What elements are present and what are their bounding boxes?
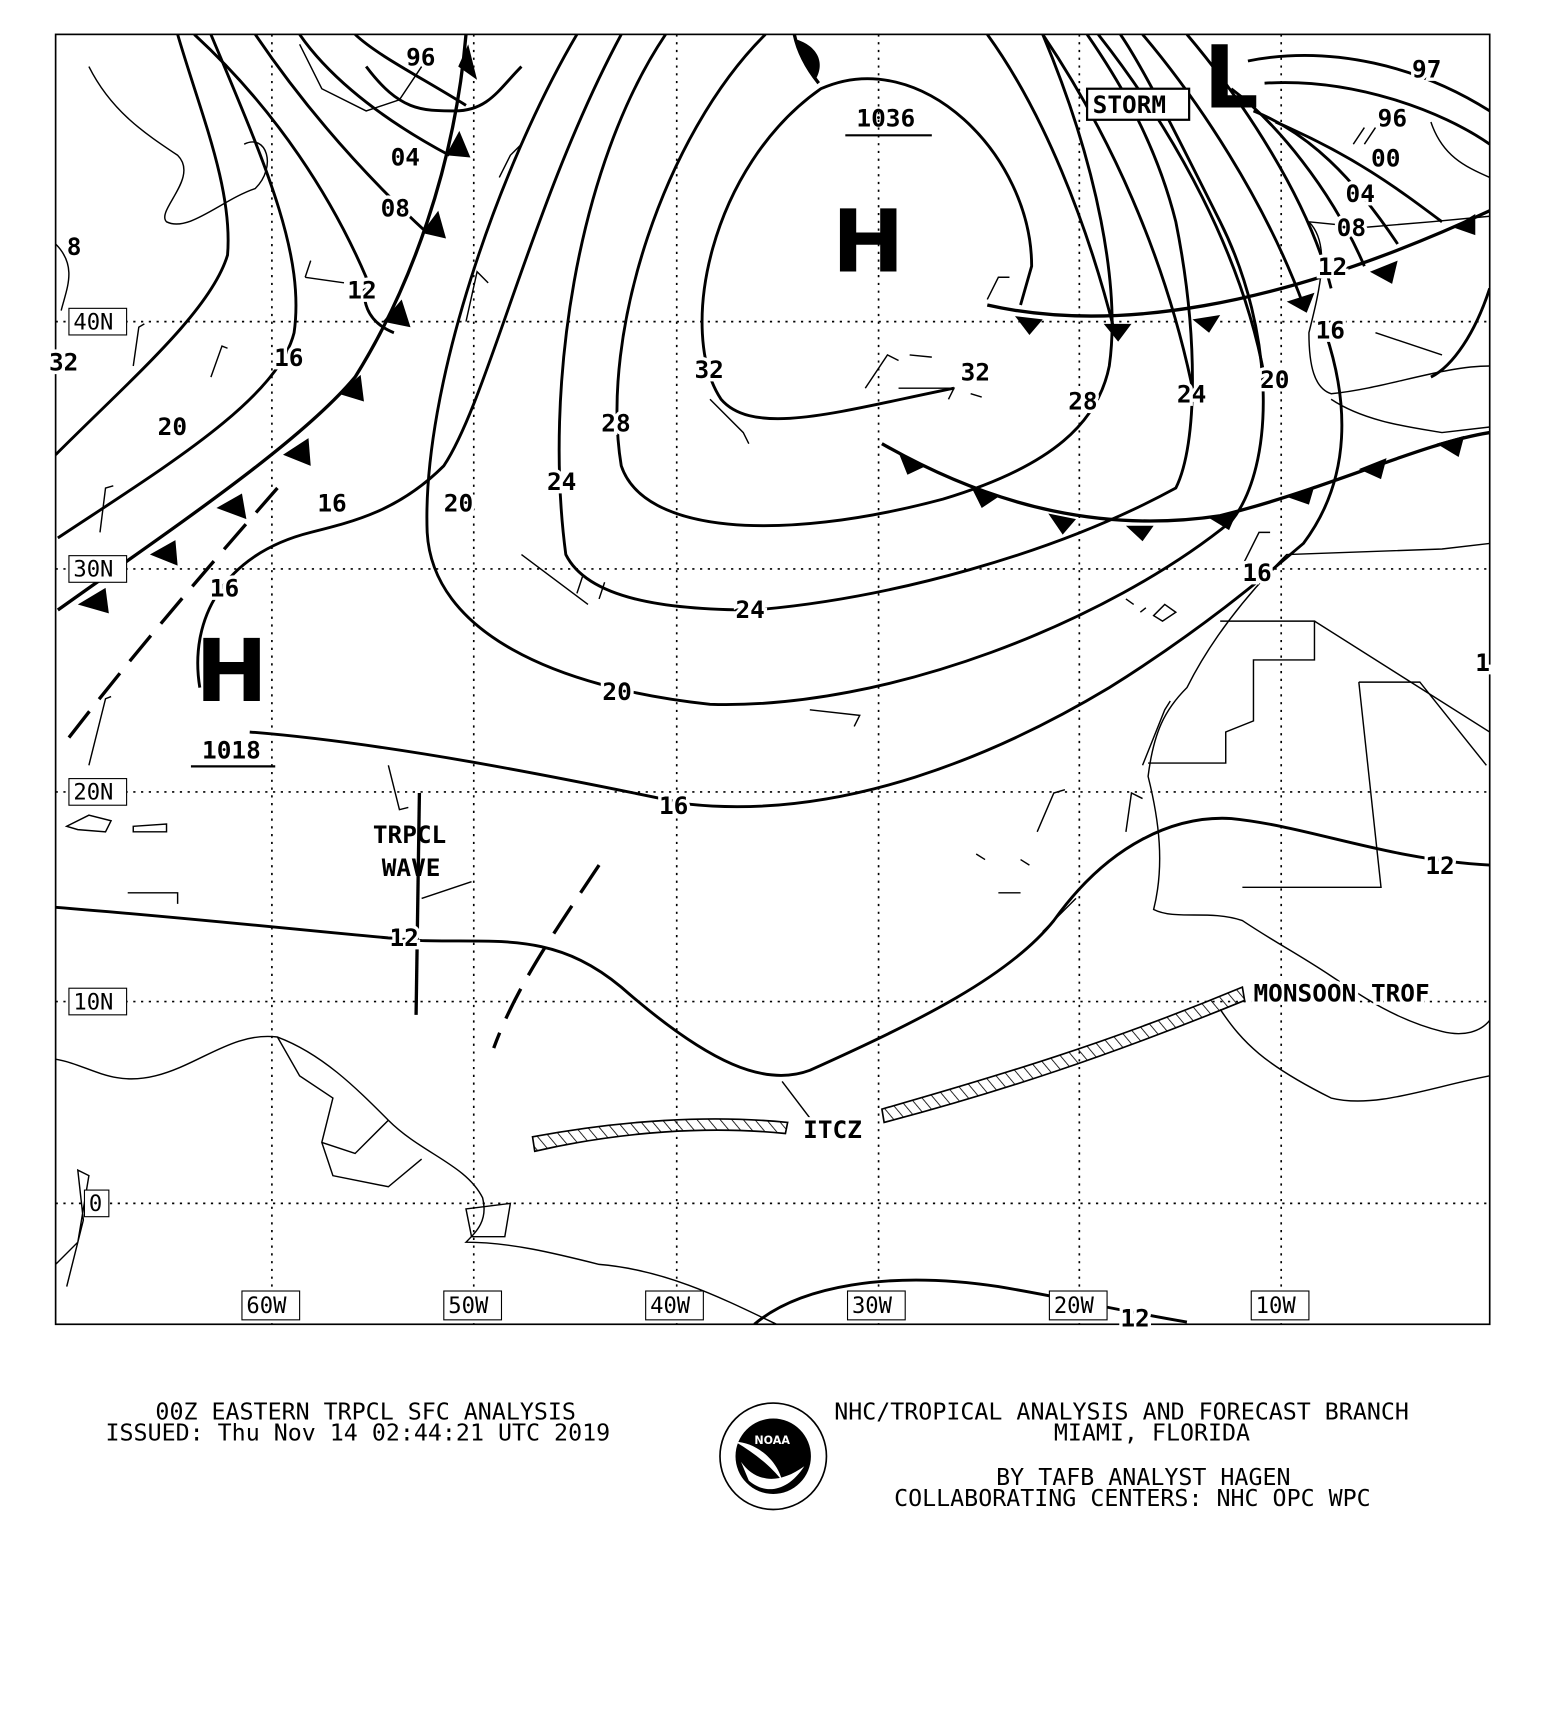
isobars (55, 34, 1490, 1325)
isobar-label: 08 (381, 193, 410, 222)
isobar-label: 04 (1346, 179, 1375, 208)
isobar-label: 96 (1378, 103, 1407, 132)
collaborating-centers: COLLABORATING CENTERS: NHC OPC WPC (894, 1485, 1371, 1512)
isobar-label: 24 (547, 467, 576, 496)
isobar-label: 28 (1068, 386, 1097, 415)
lon-label: 10W (1256, 1293, 1297, 1319)
storm-warning-label: STORM (1093, 90, 1166, 119)
high-pressure-center: H (832, 193, 904, 293)
chart-title: 00Z EASTERN TRPCL SFC ANALYSIS (155, 1399, 576, 1426)
isobar-label: 24 (1177, 380, 1206, 409)
central-pressure-label: 1018 (202, 736, 261, 765)
isobar-label: 28 (601, 408, 630, 437)
isobar-label: 12 (1318, 252, 1347, 281)
tropical-wave-label: TRPCL (373, 820, 446, 849)
isobar-label: 16 (274, 343, 303, 372)
central-pressure-label: 1036 (856, 103, 915, 132)
lon-label: 60W (246, 1293, 287, 1319)
isobar-label: 97 (1412, 55, 1441, 84)
lat-label: 10N (73, 989, 113, 1015)
map-frame (54, 33, 1491, 1326)
isobar-label: 00 (1371, 143, 1400, 172)
monsoon-trough-label: MONSOON TROF (1253, 979, 1429, 1008)
isobar-labels: 96 04 08 12 16 20 16 16 20 24 28 32 32 2… (46, 39, 1494, 1336)
lon-label: 50W (448, 1293, 489, 1319)
isobar-label: 04 (391, 142, 420, 171)
lon-label: 30W (852, 1293, 893, 1319)
isobar-label: 08 (1337, 213, 1366, 242)
isobar-label: 32 (961, 357, 990, 386)
noaa-logo: NOAA (719, 1402, 828, 1511)
itcz-label: ITCZ (803, 1115, 862, 1144)
analyst-credit: BY TAFB ANALYST HAGEN (996, 1464, 1290, 1491)
office-location: MIAMI, FLORIDA (1054, 1420, 1250, 1447)
isobar-label: 12 (1425, 851, 1454, 880)
isobar-label: 32 (49, 347, 78, 376)
isobar-label: 20 (602, 677, 631, 706)
isobar-label: 24 (736, 595, 765, 624)
issuing-office: NHC/TROPICAL ANALYSIS AND FORECAST BRANC… (834, 1399, 1409, 1426)
lat-label: 20N (73, 780, 113, 806)
isobar-label: 20 (1260, 365, 1289, 394)
fronts (56, 34, 1490, 1153)
isobar-label: 16 (210, 574, 239, 603)
isobar-label: 8 (67, 232, 82, 261)
isobar-label: 12 (389, 923, 418, 952)
noaa-logo-text: NOAA (754, 1434, 790, 1447)
lat-label: 30N (73, 557, 113, 583)
lat-lon-grid (55, 34, 1490, 1325)
isobar-label: 12 (347, 275, 376, 304)
low-pressure-center: L (1204, 29, 1259, 129)
high-pressure-center: H (195, 622, 267, 722)
tropical-wave-label: WAVE (382, 853, 441, 882)
annotations: STORM TRPCL WAVE ITCZ MONSOON TROF (373, 87, 1433, 1147)
lon-label: 40W (650, 1293, 691, 1319)
lon-label: 20W (1054, 1293, 1095, 1319)
longitude-labels: 60W 50W 40W 30W 20W 10W (241, 1290, 1310, 1321)
isobar-label: 12 (1120, 1304, 1149, 1333)
lat-label: 0 (89, 1191, 102, 1217)
issued-time: ISSUED: Thu Nov 14 02:44:21 UTC 2019 (106, 1420, 611, 1447)
isobar-label: 16 (659, 791, 688, 820)
wind-barbs (88, 127, 1443, 933)
isobar-label: 16 (1316, 315, 1345, 344)
coastlines (55, 44, 1490, 1325)
isobar-label: 16 (317, 488, 346, 517)
isobar-label: 1 (1475, 648, 1490, 677)
isobar-label: 20 (158, 412, 187, 441)
isobar-label: 32 (694, 355, 723, 384)
isobar-label: 16 (1242, 558, 1271, 587)
isobar-label: 96 (406, 42, 435, 71)
chart-footer: 00Z EASTERN TRPCL SFC ANALYSIS ISSUED: T… (106, 1399, 1409, 1513)
pressure-centers: H 1036 H 1018 L (190, 29, 1259, 768)
isobar-label: 20 (444, 488, 473, 517)
lat-label: 40N (73, 309, 113, 335)
latitude-labels: 40N 30N 20N 10N 0 (68, 307, 128, 1218)
